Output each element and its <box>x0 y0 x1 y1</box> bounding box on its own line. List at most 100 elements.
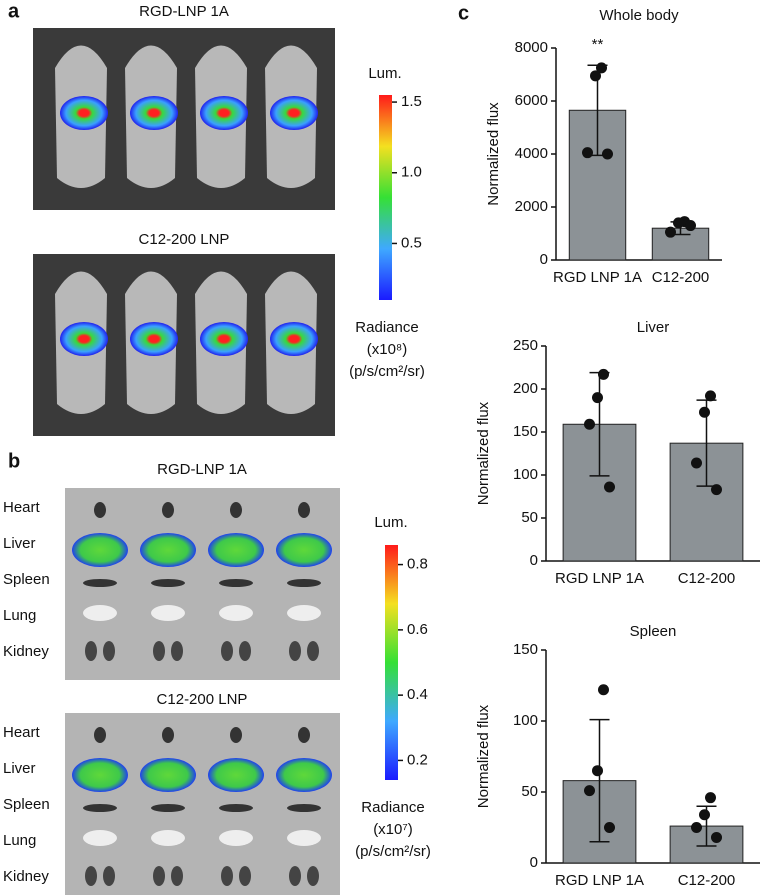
kidney <box>85 641 97 661</box>
y-tick-label: 2000 <box>515 198 548 215</box>
signal <box>130 96 178 130</box>
error-bar <box>589 718 610 843</box>
data-point <box>584 785 595 797</box>
image-title: C12-200 LNP <box>157 691 248 708</box>
kidney <box>153 641 165 661</box>
colorbar-tick-label: 0.2 <box>407 751 428 768</box>
kidney <box>221 866 233 886</box>
colorbar-unit: Radiance <box>361 799 424 816</box>
spleen <box>219 804 253 812</box>
spleen <box>219 579 253 587</box>
lung <box>287 830 321 846</box>
kidney <box>239 866 251 886</box>
data-point <box>590 70 601 82</box>
colorbar-unit: (x10⁸) <box>367 341 408 358</box>
panel-label: c <box>458 2 469 24</box>
data-point <box>711 484 722 496</box>
data-point <box>665 226 676 238</box>
data-point <box>602 148 613 160</box>
colorbar-tick-label: 0.5 <box>401 234 422 251</box>
heart <box>298 502 310 518</box>
colorbar <box>379 95 392 300</box>
organ-label: Liver <box>3 760 36 777</box>
spleen <box>151 579 185 587</box>
kidney <box>171 866 183 886</box>
y-axis-label: Normalized flux <box>475 704 492 808</box>
data-point <box>592 392 603 404</box>
kidney <box>103 866 115 886</box>
chart-title: Spleen <box>630 623 677 640</box>
lung <box>287 605 321 621</box>
lung <box>83 605 117 621</box>
organ-label: Lung <box>3 607 36 624</box>
signal <box>200 96 248 130</box>
y-axis-label: Normalized flux <box>485 102 502 206</box>
panel-label: a <box>8 0 20 22</box>
signal <box>130 322 178 356</box>
y-tick-label: 6000 <box>515 92 548 109</box>
data-point <box>691 457 702 469</box>
heart <box>162 502 174 518</box>
x-tick-label: RGD LNP 1A <box>555 872 644 889</box>
colorbar-unit: (p/s/cm²/sr) <box>355 843 431 860</box>
signal <box>200 322 248 356</box>
spleen <box>83 579 117 587</box>
y-tick-label: 150 <box>513 423 538 440</box>
data-point <box>673 217 684 229</box>
organ-label: Heart <box>3 724 41 741</box>
colorbar-title: Lum. <box>368 65 401 82</box>
data-point <box>691 822 702 833</box>
organ-label: Lung <box>3 832 36 849</box>
image-title: C12-200 LNP <box>139 231 230 248</box>
lung <box>219 830 253 846</box>
organ-label: Kidney <box>3 643 49 660</box>
liver <box>276 758 332 792</box>
colorbar-unit: Radiance <box>355 319 418 336</box>
x-tick-label: C12-200 <box>678 570 736 587</box>
data-point <box>685 220 696 232</box>
liver <box>140 758 196 792</box>
y-tick-label: 50 <box>521 509 538 526</box>
kidney <box>221 641 233 661</box>
heart <box>94 727 106 743</box>
organ-label: Heart <box>3 499 41 516</box>
kidney <box>171 641 183 661</box>
kidney <box>103 641 115 661</box>
data-point <box>604 481 615 493</box>
colorbar <box>385 545 398 780</box>
y-axis-label: Normalized flux <box>475 401 492 505</box>
y-tick-label: 200 <box>513 380 538 397</box>
colorbar-tick-label: 1.5 <box>401 93 422 110</box>
data-point <box>604 822 615 833</box>
y-tick-label: 0 <box>530 854 538 871</box>
spleen <box>83 804 117 812</box>
panel-label: b <box>8 450 20 472</box>
y-tick-label: 50 <box>521 783 538 800</box>
y-tick-label: 8000 <box>515 39 548 56</box>
kidney <box>289 866 301 886</box>
colorbar-unit: (p/s/cm²/sr) <box>349 363 425 380</box>
lung <box>219 605 253 621</box>
y-tick-label: 0 <box>530 552 538 569</box>
y-tick-label: 150 <box>513 641 538 658</box>
signal <box>60 322 108 356</box>
x-tick-label: RGD LNP 1A <box>553 269 642 286</box>
kidney <box>307 641 319 661</box>
data-point <box>699 809 710 821</box>
colorbar-tick-label: 0.8 <box>407 556 428 573</box>
data-point <box>596 62 607 74</box>
y-tick-label: 0 <box>540 251 548 268</box>
liver <box>72 533 128 567</box>
lung <box>151 830 185 846</box>
colorbar-tick-label: 0.6 <box>407 621 428 638</box>
y-tick-label: 4000 <box>515 145 548 162</box>
data-point <box>705 792 716 804</box>
image-title: RGD-LNP 1A <box>157 461 247 478</box>
heart <box>298 727 310 743</box>
data-point <box>699 406 710 418</box>
colorbar-tick-label: 1.0 <box>401 164 422 181</box>
signal <box>60 96 108 130</box>
colorbar-title: Lum. <box>374 514 407 531</box>
y-tick-label: 100 <box>513 712 538 729</box>
data-point <box>598 368 609 380</box>
